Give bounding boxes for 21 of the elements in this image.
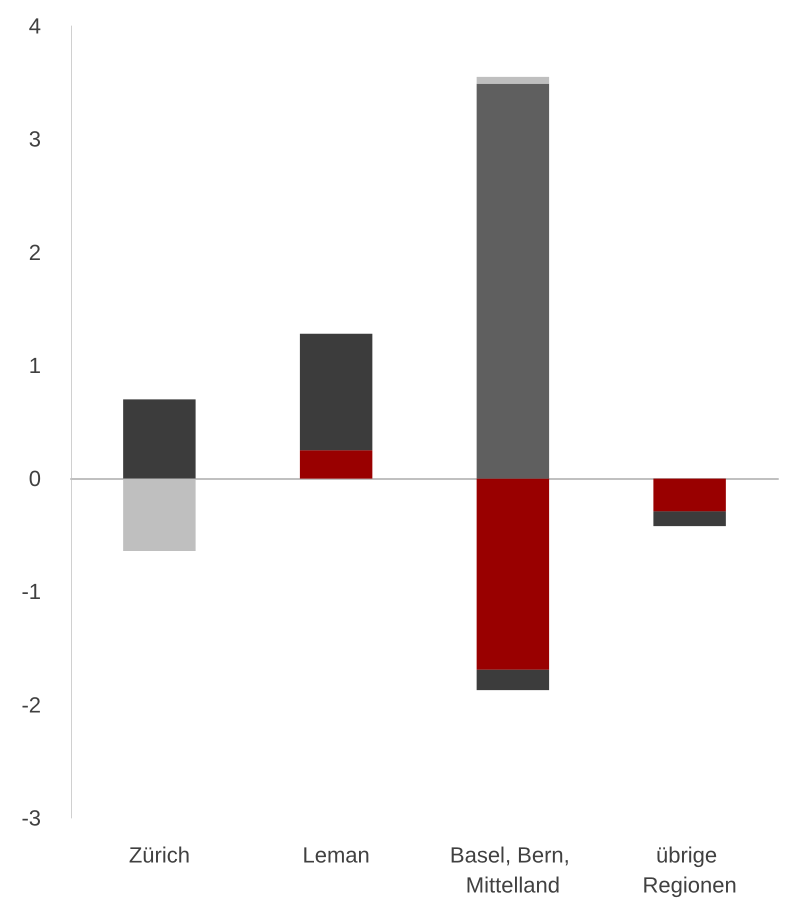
bar xyxy=(653,511,726,526)
x-tick-label: Zürich xyxy=(128,842,190,868)
x-tick-label: Leman xyxy=(302,842,370,868)
x-tick-label: übrige Regionen xyxy=(642,842,737,898)
bar xyxy=(653,478,726,512)
y-tick-label: 1 xyxy=(28,352,41,378)
bar xyxy=(476,478,550,670)
y-tick-label: -3 xyxy=(21,806,41,830)
bar xyxy=(300,450,372,479)
y-tick-label: -2 xyxy=(21,692,41,718)
y-tick-label: 4 xyxy=(28,14,41,38)
bar xyxy=(300,334,372,450)
y-tick-label: 3 xyxy=(28,126,41,152)
x-tick-label: Basel, Bern, Mittelland xyxy=(450,842,576,898)
bar xyxy=(476,76,550,84)
y-tick-label: 0 xyxy=(28,466,41,492)
bar xyxy=(476,84,550,479)
y-tick-label: 2 xyxy=(28,240,41,265)
bar xyxy=(476,670,550,690)
y-tick-label: -1 xyxy=(21,579,41,604)
bar xyxy=(123,399,196,479)
